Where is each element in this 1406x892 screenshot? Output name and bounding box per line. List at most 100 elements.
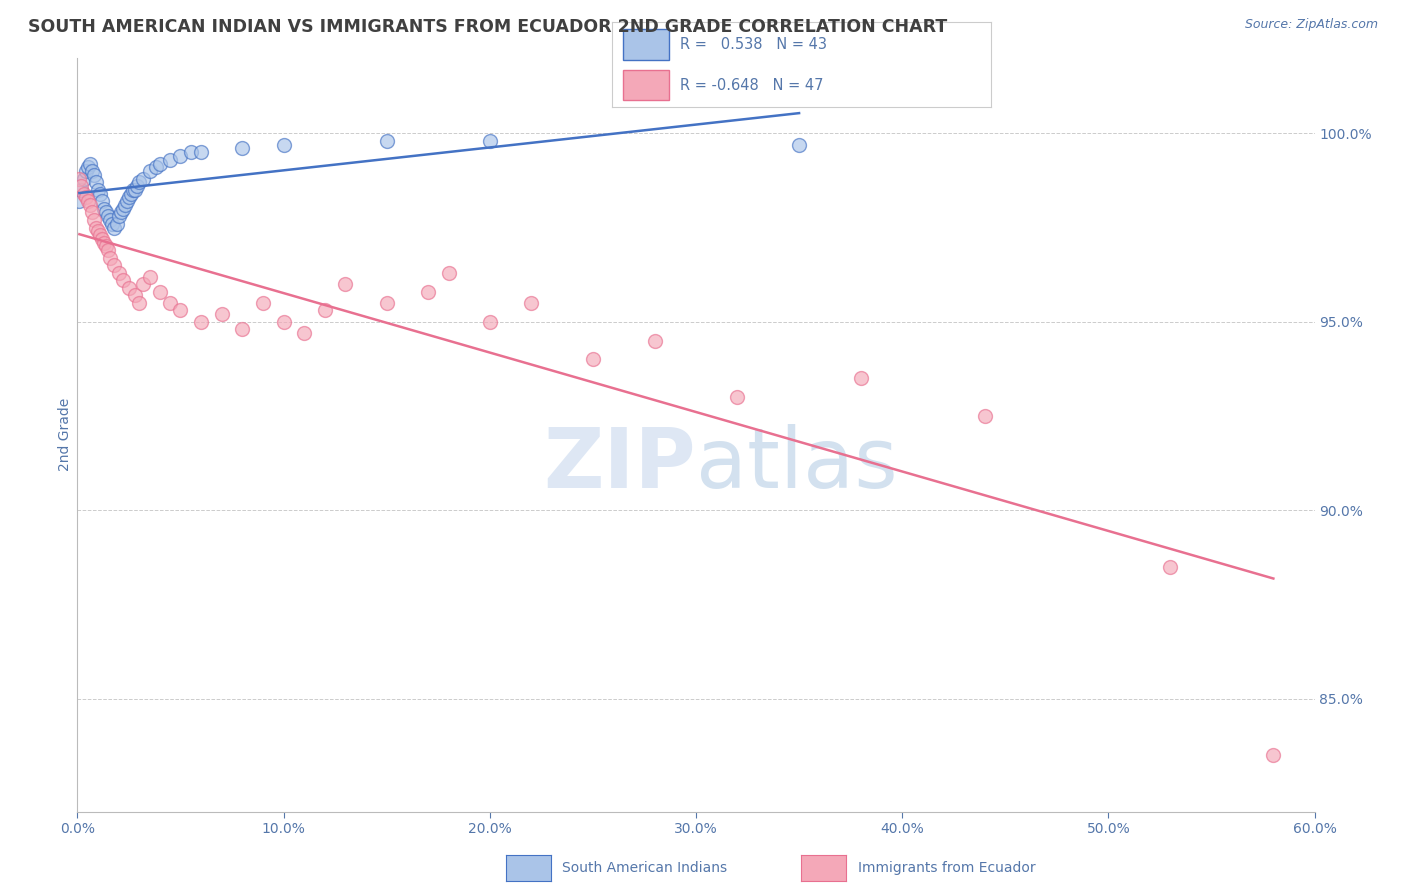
Point — [1263, 748, 1285, 763]
Point — [138, 269, 160, 284]
Point — [132, 277, 155, 291]
Point — [89, 228, 111, 243]
Point — [128, 296, 150, 310]
Point — [67, 171, 90, 186]
Point — [70, 183, 93, 197]
Point — [973, 409, 995, 423]
Point — [98, 251, 121, 265]
Point — [122, 183, 145, 197]
Point — [169, 303, 191, 318]
Point — [314, 303, 336, 318]
Point — [83, 168, 105, 182]
Point — [138, 164, 160, 178]
Point — [96, 205, 118, 219]
Point — [190, 315, 212, 329]
Text: R =   0.538   N = 43: R = 0.538 N = 43 — [681, 37, 827, 52]
Point — [107, 209, 129, 223]
Point — [1159, 559, 1181, 574]
Point — [124, 288, 146, 302]
Point — [111, 202, 134, 216]
Point — [190, 145, 212, 160]
Point — [98, 213, 121, 227]
Point — [292, 326, 315, 340]
Point — [79, 198, 101, 212]
Point — [80, 205, 103, 219]
Text: Source: ZipAtlas.com: Source: ZipAtlas.com — [1244, 18, 1378, 31]
Point — [149, 156, 172, 170]
Point — [211, 307, 233, 321]
Point — [110, 205, 132, 219]
Point — [180, 145, 202, 160]
Point — [120, 186, 142, 201]
Point — [273, 137, 295, 152]
Point — [80, 164, 103, 178]
Point — [87, 224, 110, 238]
Text: R = -0.648   N = 47: R = -0.648 N = 47 — [681, 78, 824, 93]
Point — [91, 194, 114, 209]
Point — [83, 213, 105, 227]
Point — [169, 149, 191, 163]
Point — [84, 220, 107, 235]
Text: SOUTH AMERICAN INDIAN VS IMMIGRANTS FROM ECUADOR 2ND GRADE CORRELATION CHART: SOUTH AMERICAN INDIAN VS IMMIGRANTS FROM… — [28, 18, 948, 36]
Point — [375, 296, 398, 310]
Point — [67, 194, 90, 209]
Point — [72, 186, 94, 201]
Point — [118, 190, 141, 204]
Point — [252, 296, 274, 310]
FancyBboxPatch shape — [623, 70, 669, 100]
Point — [103, 220, 125, 235]
Point — [273, 315, 295, 329]
Point — [72, 171, 94, 186]
Y-axis label: 2nd Grade: 2nd Grade — [58, 398, 72, 472]
Point — [114, 198, 136, 212]
Point — [335, 277, 357, 291]
Point — [787, 137, 810, 152]
Point — [132, 171, 155, 186]
Text: South American Indians: South American Indians — [562, 861, 727, 875]
Point — [107, 266, 129, 280]
Point — [93, 235, 115, 250]
Text: Immigrants from Ecuador: Immigrants from Ecuador — [858, 861, 1035, 875]
Point — [149, 285, 172, 299]
Point — [582, 352, 605, 367]
Point — [159, 153, 181, 167]
Point — [70, 179, 93, 194]
Point — [159, 296, 181, 310]
Point — [375, 134, 398, 148]
Point — [111, 273, 134, 287]
Point — [87, 183, 110, 197]
Point — [128, 175, 150, 189]
Point — [115, 194, 138, 209]
Point — [89, 186, 111, 201]
Point — [103, 258, 125, 272]
Point — [75, 164, 97, 178]
Text: atlas: atlas — [696, 425, 897, 506]
Point — [79, 156, 101, 170]
Point — [93, 202, 115, 216]
Point — [97, 243, 120, 257]
Point — [124, 183, 146, 197]
Point — [520, 296, 543, 310]
Point — [96, 239, 118, 253]
Point — [75, 190, 97, 204]
Point — [105, 217, 128, 231]
Point — [849, 371, 872, 385]
Point — [478, 134, 501, 148]
Point — [91, 232, 114, 246]
Point — [478, 315, 501, 329]
Point — [231, 141, 253, 155]
Point — [101, 217, 124, 231]
Point — [76, 161, 98, 175]
Point — [127, 179, 149, 194]
Point — [416, 285, 439, 299]
Point — [118, 281, 141, 295]
Point — [231, 322, 253, 336]
FancyBboxPatch shape — [623, 29, 669, 60]
Point — [437, 266, 460, 280]
Point — [76, 194, 98, 209]
Point — [725, 390, 748, 404]
Text: ZIP: ZIP — [544, 425, 696, 506]
Point — [145, 161, 167, 175]
Point — [97, 209, 120, 223]
Point — [84, 175, 107, 189]
